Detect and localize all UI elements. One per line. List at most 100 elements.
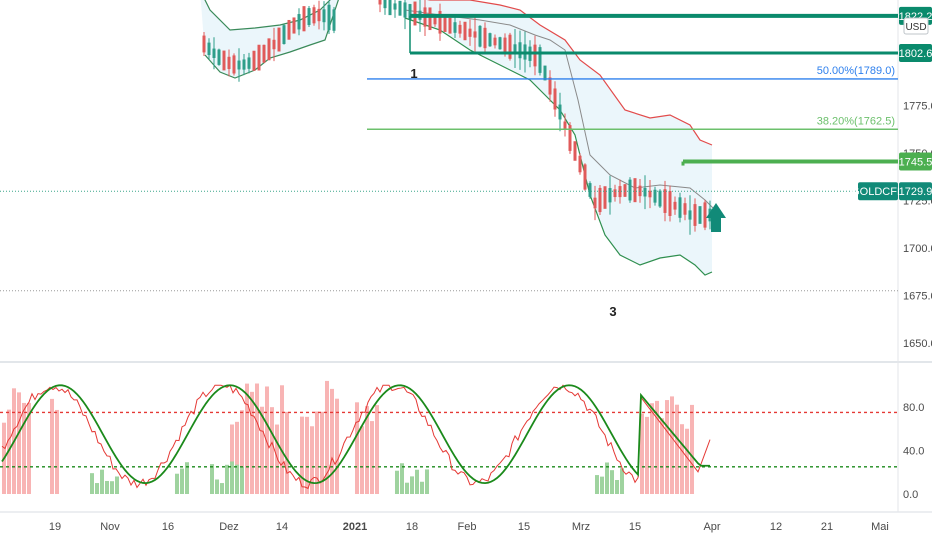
x-axis-tick: 12 — [770, 521, 782, 533]
overbought-bar — [245, 383, 249, 494]
stoch-d-line — [1, 384, 710, 485]
candle-body — [202, 35, 206, 53]
symbol-tag-text: GOLDCFD — [851, 186, 905, 198]
candle-body — [307, 8, 311, 25]
oversold-bar — [175, 473, 179, 494]
x-axis-tick: Nov — [100, 521, 120, 533]
x-axis-tick: Mrz — [572, 521, 590, 533]
candle-body — [553, 88, 557, 110]
overbought-bar — [240, 410, 244, 494]
overbought-bar — [230, 424, 234, 494]
candle-body — [648, 190, 652, 198]
candle-body — [688, 210, 692, 220]
oversold-bar — [220, 483, 224, 494]
overbought-bar — [690, 404, 694, 494]
oversold-bar — [110, 481, 114, 494]
oversold-bar — [615, 480, 619, 494]
candle-body — [282, 25, 286, 45]
candle-body — [478, 25, 482, 47]
candle-body — [673, 201, 677, 210]
candle-body — [693, 204, 697, 226]
price-axis-tick: 1675.0 — [903, 291, 932, 303]
overbought-bar — [655, 400, 659, 494]
oversold-bar — [115, 476, 119, 494]
candle-body — [573, 141, 577, 161]
candle-body — [658, 190, 662, 207]
candle-body — [698, 206, 702, 224]
candle-body — [252, 50, 256, 71]
candle-body — [618, 186, 622, 198]
candle-body — [663, 189, 667, 213]
overbought-bar — [55, 409, 59, 494]
overbought-bar — [265, 386, 269, 494]
overbought-bar — [675, 404, 679, 494]
candle-body — [613, 189, 617, 198]
osc-axis-tick: 80.0 — [903, 402, 924, 414]
oversold-bar — [185, 462, 189, 494]
bollinger-bands — [200, 0, 716, 276]
candle-body — [217, 49, 221, 65]
currency-button-label: USD — [905, 22, 926, 33]
oversold-bar — [105, 480, 109, 494]
candle-body — [603, 186, 607, 209]
candle-body — [237, 60, 241, 70]
grid — [0, 0, 932, 513]
candle-body — [292, 17, 296, 34]
oversold-bar — [90, 473, 94, 494]
oversold-bar — [210, 464, 214, 494]
osc-axis-tick: 0.0 — [903, 489, 918, 501]
overbought-bar — [665, 400, 669, 494]
price-tag-resistance-text: 1802.6 — [899, 48, 932, 60]
candle-body — [262, 44, 266, 63]
overbought-bar — [27, 402, 31, 494]
overbought-bar — [330, 388, 334, 494]
x-axis-tick: 14 — [276, 521, 288, 533]
candle-body — [428, 7, 432, 31]
candle-body — [403, 2, 407, 18]
candle-body — [413, 1, 417, 26]
price-levels: 50.00%(1789.0) 38.20%(1762.5) — [0, 13, 898, 292]
candle-body — [207, 42, 211, 56]
symbol-tag — [858, 182, 898, 201]
oversold-bar — [225, 464, 229, 494]
x-axis-tick: 15 — [629, 521, 641, 533]
overbought-bar — [370, 421, 374, 494]
overbought-bar — [235, 421, 239, 494]
overbought-bar — [335, 398, 339, 494]
candle-body — [548, 77, 552, 95]
channel-fill — [405, 0, 712, 275]
candle-body — [443, 16, 447, 32]
oversold-bar — [230, 461, 234, 494]
x-axis-tick: 18 — [406, 521, 418, 533]
price-tag-support — [899, 152, 932, 171]
candle-body — [458, 24, 462, 34]
oversold-bar — [600, 476, 604, 494]
candle-body — [242, 59, 246, 70]
candle-body — [232, 55, 236, 74]
candle-body — [378, 0, 382, 5]
candle-body — [398, 0, 402, 16]
candle-body — [493, 37, 497, 46]
overbought-bar — [17, 392, 21, 494]
overbought-bar — [305, 416, 309, 494]
candle-body — [668, 191, 672, 216]
overbought-bar — [310, 426, 314, 494]
overbought-bar — [375, 405, 379, 494]
band-upper — [426, 0, 713, 146]
overbought-bar — [260, 406, 264, 494]
oversold-bar — [610, 470, 614, 494]
currency-button[interactable]: USD — [903, 17, 929, 35]
candle-body — [297, 14, 301, 30]
candle-body — [327, 4, 331, 31]
last-price-tag — [899, 182, 932, 201]
oversold-bar — [605, 462, 609, 494]
last-price-tag-text: 1729.9 — [899, 186, 932, 198]
candle-body — [277, 27, 281, 52]
candle-body — [383, 0, 387, 9]
candle-body — [247, 57, 251, 69]
oversold-bar — [100, 469, 104, 494]
overbought-bar — [355, 402, 359, 494]
candle-body — [312, 7, 316, 24]
